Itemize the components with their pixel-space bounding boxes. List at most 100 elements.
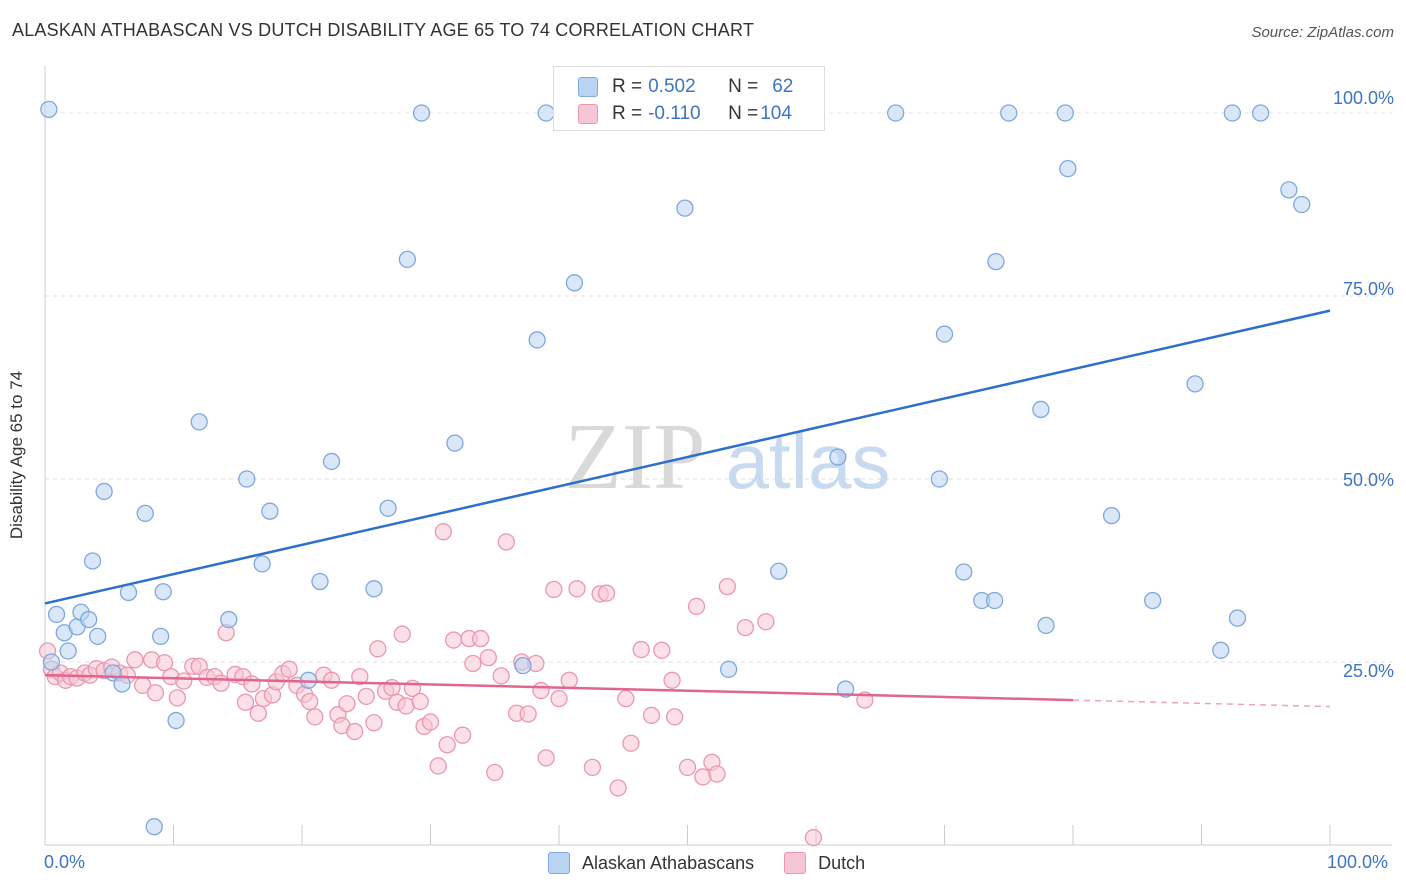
dutch-point — [369, 640, 387, 658]
athabascan-point — [1059, 159, 1077, 178]
dutch-point — [168, 689, 187, 707]
dutch-point — [411, 692, 429, 711]
athabascan-point — [95, 482, 113, 501]
bottom-legend-label: Dutch — [818, 852, 866, 873]
legend-swatch-pink — [578, 104, 598, 124]
legend-n-label: N = — [728, 103, 759, 124]
dutch-point — [249, 704, 267, 722]
athabascan-point — [676, 199, 694, 217]
y-tick-100: 100.0% — [1332, 88, 1394, 108]
athabascan-point — [42, 653, 61, 671]
athabascan-point — [154, 583, 172, 601]
legend-r-value: -0.110 — [648, 103, 701, 124]
dutch-point — [280, 660, 298, 678]
dutch-point — [175, 672, 193, 690]
dutch-point — [464, 654, 482, 673]
dutch-point — [632, 640, 650, 659]
dutch-point — [479, 648, 497, 667]
athabascan-point — [190, 413, 208, 431]
dutch-point — [357, 687, 375, 706]
y-tick-25: 25.0% — [1342, 661, 1394, 681]
athabascan-point — [365, 580, 383, 598]
chart-title: ALASKAN ATHABASCAN VS DUTCH DISABILITY A… — [12, 20, 755, 40]
athabascan-point — [985, 591, 1004, 610]
athabascan-point — [311, 572, 329, 591]
athabascan-point — [253, 555, 271, 573]
dutch-point — [421, 713, 440, 731]
athabascan-point — [1280, 181, 1298, 199]
dutch-point — [383, 678, 401, 697]
athabascan-point — [261, 502, 279, 520]
athabascan-point — [1102, 506, 1121, 525]
dutch-point — [346, 722, 364, 741]
dutch-point — [155, 654, 174, 672]
bottom-legend-athabascan: Alaskan Athabascans — [548, 852, 754, 874]
trend-lines — [44, 309, 1331, 708]
dutch-point — [653, 641, 671, 659]
bottom-legend-label: Alaskan Athabascans — [582, 852, 755, 873]
dutch-point — [663, 671, 681, 689]
dutch-point — [532, 681, 550, 700]
athabascan-point — [322, 452, 341, 471]
athabascan-point — [836, 680, 855, 698]
dutch-point — [126, 651, 144, 669]
dutch-point — [609, 779, 627, 797]
x-tick-left: 0.0% — [44, 852, 86, 872]
athabascan-point — [83, 552, 102, 570]
athabascan-point — [887, 104, 905, 122]
athabascan-point — [1144, 591, 1162, 610]
legend-n-value: 62 — [772, 76, 794, 97]
athabascan-point — [1056, 104, 1074, 122]
athabascan-point — [1251, 104, 1270, 122]
dutch-point — [212, 674, 230, 692]
athabascan-point — [719, 660, 738, 678]
bottom-legend: Alaskan Athabascans Dutch — [548, 852, 895, 874]
dutch-point — [444, 631, 463, 649]
athabascan-point — [80, 610, 98, 629]
dutch-point — [471, 629, 490, 648]
dutch-point — [429, 757, 447, 775]
dutch-point — [486, 763, 504, 782]
athabascan-point — [47, 605, 66, 624]
athabascan-point — [935, 325, 954, 343]
dutch-point — [497, 533, 515, 551]
bottom-legend-dutch: Dutch — [784, 852, 865, 874]
axes — [44, 66, 1392, 846]
dutch-point — [550, 689, 568, 708]
dutch-point — [757, 613, 775, 631]
dutch-point — [804, 829, 823, 847]
dutch-point — [365, 714, 383, 732]
athabascan-point — [955, 563, 973, 581]
dutch-point — [243, 675, 261, 693]
athabascan-point — [145, 818, 163, 836]
dutch-trend-line — [44, 673, 1074, 702]
athabascan-points — [40, 100, 1311, 836]
athabascan-point — [1000, 104, 1018, 122]
athabascan-point — [930, 470, 949, 488]
athabascan-point — [1228, 609, 1247, 627]
dutch-point — [666, 708, 684, 726]
athabascan-point — [1293, 195, 1311, 214]
dutch-point — [351, 667, 369, 686]
athabascan-point — [537, 104, 555, 122]
athabascan-point — [59, 642, 77, 660]
athabascan-point — [167, 711, 185, 730]
athabascan-point — [379, 499, 397, 517]
dutch-point — [617, 689, 635, 708]
dutch-point — [583, 758, 602, 777]
watermark-zip: ZIP — [565, 405, 706, 509]
athabascan-point — [514, 657, 532, 675]
y-tick-50: 50.0% — [1342, 470, 1394, 490]
dutch-point — [434, 523, 453, 541]
dutch-point — [718, 577, 736, 596]
legend: R = 0.502 N = 62 R = -0.110 N = 104 — [553, 66, 825, 131]
x-tick-right: 100.0% — [1327, 852, 1389, 872]
athabascan-point — [40, 100, 58, 118]
athabascan-point — [1037, 616, 1055, 635]
dutch-point — [393, 625, 411, 643]
legend-n-value: 104 — [760, 103, 792, 124]
athabascan-point — [1032, 400, 1050, 419]
dutch-point — [708, 765, 726, 783]
legend-row-athabascan: R = 0.502 N = 62 — [578, 75, 793, 99]
athabascan-trend-line — [44, 309, 1331, 605]
